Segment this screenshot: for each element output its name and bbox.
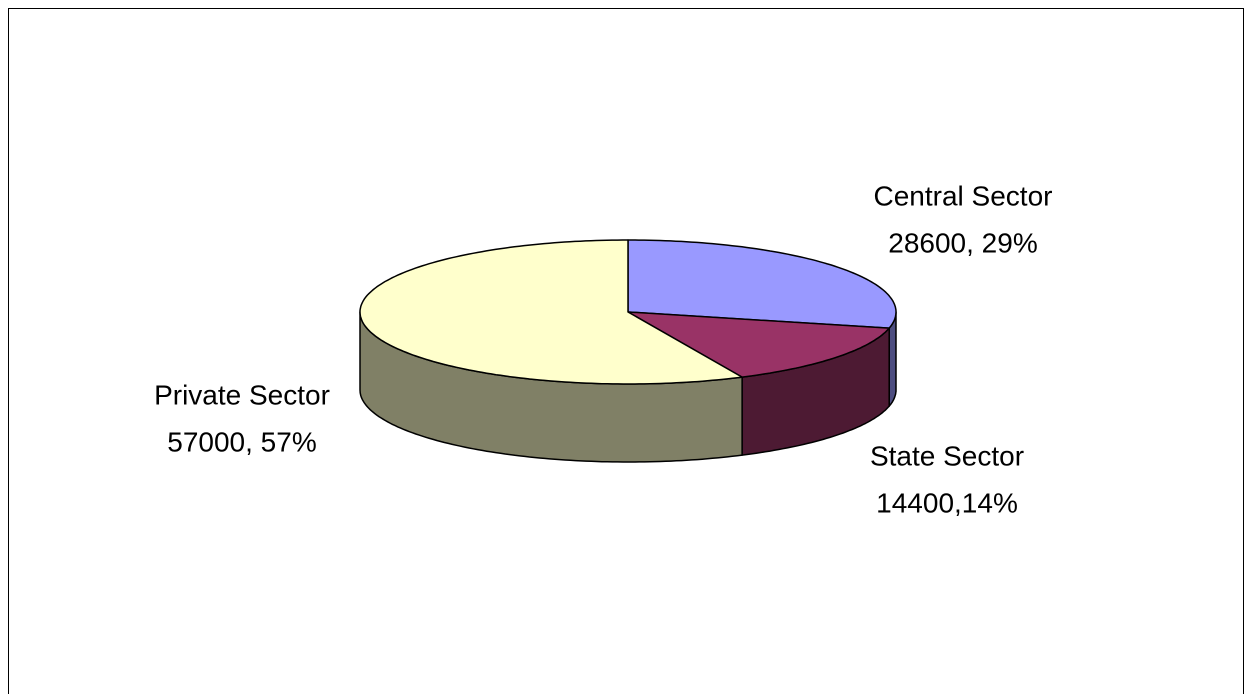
slice-value-label: 28600, 29% [888,227,1037,258]
slice-value-label: 14400,14% [876,487,1018,518]
slice-label: Private Sector [154,379,330,410]
pie-slice [627,311,890,378]
slice-value-label: 57000, 57% [167,426,316,457]
pie-slice [627,239,897,329]
pie-slice [359,239,743,385]
slice-label: State Sector [870,440,1024,471]
slice-label: Central Sector [874,180,1053,211]
